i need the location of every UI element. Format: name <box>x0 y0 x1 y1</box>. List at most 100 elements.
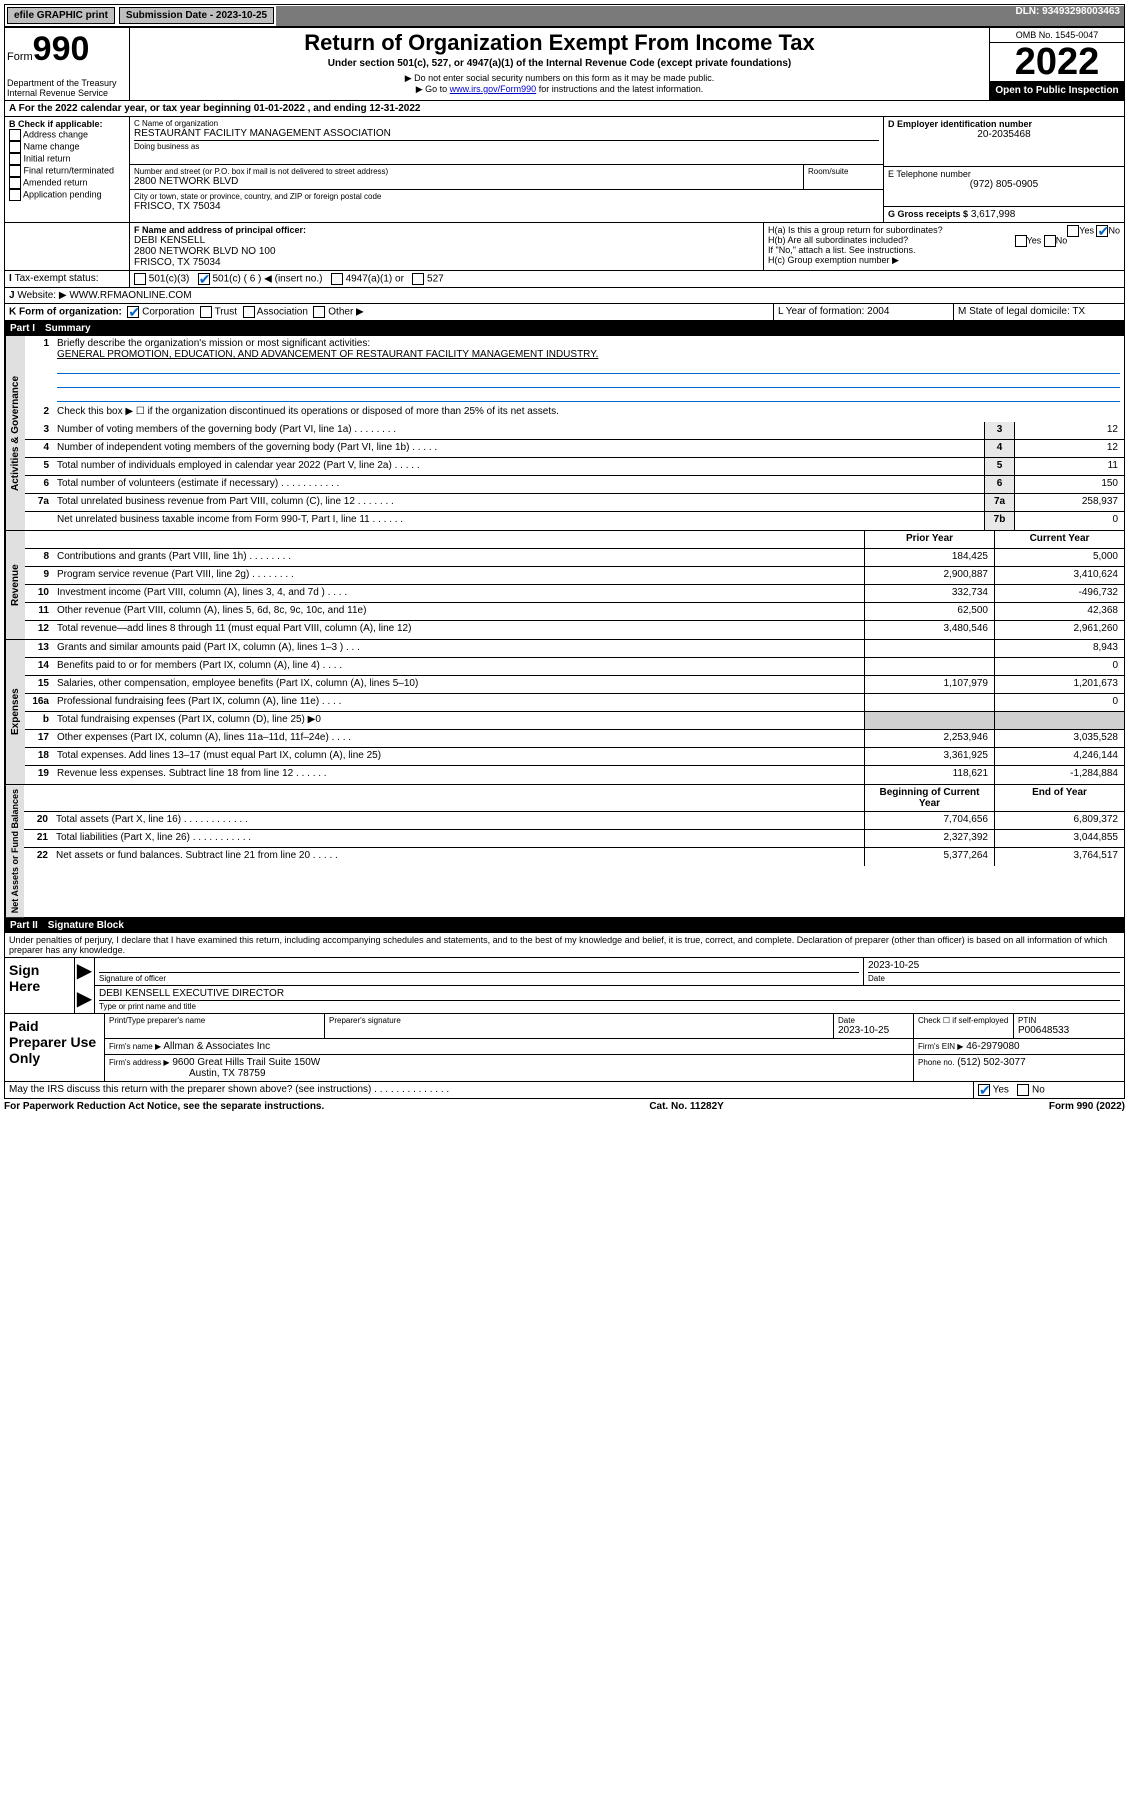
prep-sig-label: Preparer's signature <box>329 1016 829 1025</box>
gov-line: 3Number of voting members of the governi… <box>25 422 1124 440</box>
dept-label: Department of the Treasury <box>7 78 127 88</box>
line-m: M State of legal domicile: TX <box>954 304 1124 320</box>
subtitle-3: ▶ Go to www.irs.gov/Form990 for instruct… <box>138 84 981 95</box>
f-label: F Name and address of principal officer: <box>134 225 759 235</box>
ein: 20-2035468 <box>888 129 1120 140</box>
h-c: H(c) Group exemption number ▶ <box>768 255 1120 266</box>
firm-ein: 46-2979080 <box>966 1041 1019 1052</box>
c-label: C Name of organization <box>134 119 879 128</box>
gov-line: 5Total number of individuals employed in… <box>25 458 1124 476</box>
form-title: Return of Organization Exempt From Incom… <box>138 30 981 56</box>
form-number: Form990 <box>7 30 127 69</box>
sig-officer-label: Signature of officer <box>99 974 859 983</box>
ptin: P00648533 <box>1018 1025 1120 1036</box>
col-end: End of Year <box>994 785 1124 811</box>
tax-status: 501(c)(3) 501(c) ( 6 ) ◀ (insert no.) 49… <box>130 271 1124 287</box>
form-header: Form990 Department of the Treasury Inter… <box>4 27 1125 101</box>
officer-addr2: FRISCO, TX 75034 <box>134 257 759 268</box>
firm-name-label: Firm's name ▶ <box>109 1042 161 1051</box>
gov-line: 6Total number of volunteers (estimate if… <box>25 476 1124 494</box>
line-l: L Year of formation: 2004 <box>774 304 954 320</box>
addr-label: Number and street (or P.O. box if mail i… <box>134 167 799 176</box>
line-j: J Website: ▶ WWW.RFMAONLINE.COM <box>5 288 1124 303</box>
check-self: Check ☐ if self-employed <box>918 1016 1009 1025</box>
data-line: 19Revenue less expenses. Subtract line 1… <box>25 766 1124 784</box>
footer-right: Form 990 (2022) <box>1049 1101 1125 1112</box>
line-a: A For the 2022 calendar year, or tax yea… <box>5 101 1124 116</box>
prep-date-label: Date <box>838 1016 909 1025</box>
tax-year: 2022 <box>990 43 1124 81</box>
topbar-fill: DLN: 93493298003463 <box>276 6 1124 26</box>
firm-ein-label: Firm's EIN ▶ <box>918 1042 963 1051</box>
e-label: E Telephone number <box>888 169 1120 179</box>
q1-label: Briefly describe the organization's miss… <box>57 338 370 349</box>
data-line: bTotal fundraising expenses (Part IX, co… <box>25 712 1124 730</box>
d-label: D Employer identification number <box>888 119 1120 129</box>
open-inspection: Open to Public Inspection <box>990 81 1124 100</box>
dba-label: Doing business as <box>134 142 879 151</box>
ptin-label: PTIN <box>1018 1016 1120 1025</box>
gov-line: 4Number of independent voting members of… <box>25 440 1124 458</box>
part2-header: Part II Signature Block <box>4 918 1125 933</box>
q2-label: Check this box ▶ ☐ if the organization d… <box>53 404 1124 422</box>
exp-section-label: Expenses <box>5 640 25 784</box>
section-b: B Check if applicable: Address change Na… <box>5 117 130 222</box>
irs-label: Internal Revenue Service <box>7 88 127 98</box>
org-address: 2800 NETWORK BLVD <box>134 176 799 187</box>
i-label: I Tax-exempt status: <box>5 271 130 287</box>
net-section-label: Net Assets or Fund Balances <box>5 785 24 917</box>
data-line: 20Total assets (Part X, line 16) . . . .… <box>24 812 1124 830</box>
prep-date: 2023-10-25 <box>838 1025 909 1036</box>
officer-addr1: 2800 NETWORK BLVD NO 100 <box>134 246 759 257</box>
part1-header: Part I Summary <box>4 321 1125 336</box>
top-bar: efile GRAPHIC print Submission Date - 20… <box>4 4 1125 27</box>
city-label: City or town, state or province, country… <box>134 192 879 201</box>
sign-here-label: Sign Here <box>5 958 75 1013</box>
line-k: K Form of organization: Corporation Trus… <box>5 304 774 320</box>
data-line: 13Grants and similar amounts paid (Part … <box>25 640 1124 658</box>
data-line: 14Benefits paid to or for members (Part … <box>25 658 1124 676</box>
sig-date: 2023-10-25 <box>868 960 1120 971</box>
dln-label: DLN: 93493298003463 <box>1011 6 1124 17</box>
efile-button[interactable]: efile GRAPHIC print <box>7 7 115 24</box>
submission-date-button[interactable]: Submission Date - 2023-10-25 <box>119 7 274 24</box>
data-line: 15Salaries, other compensation, employee… <box>25 676 1124 694</box>
g-label: G Gross receipts $ <box>888 209 968 219</box>
firm-phone: (512) 502-3077 <box>957 1057 1025 1068</box>
type-name-label: Type or print name and title <box>99 1002 1120 1011</box>
col-prior: Prior Year <box>864 531 994 548</box>
data-line: 16aProfessional fundraising fees (Part I… <box>25 694 1124 712</box>
date-label: Date <box>868 974 1120 983</box>
paid-preparer-label: Paid Preparer Use Only <box>5 1014 105 1081</box>
footer-mid: Cat. No. 11282Y <box>649 1101 723 1112</box>
gross-receipts: 3,617,998 <box>971 209 1016 220</box>
officer-name: DEBI KENSELL <box>134 235 759 246</box>
may-irs: May the IRS discuss this return with the… <box>5 1082 974 1098</box>
room-label: Room/suite <box>808 167 879 176</box>
data-line: 17Other expenses (Part IX, column (A), l… <box>25 730 1124 748</box>
irs-link[interactable]: www.irs.gov/Form990 <box>450 84 537 94</box>
firm-phone-label: Phone no. <box>918 1058 954 1067</box>
data-line: 11Other revenue (Part VIII, column (A), … <box>25 603 1124 621</box>
mission: GENERAL PROMOTION, EDUCATION, AND ADVANC… <box>57 349 598 360</box>
org-city: FRISCO, TX 75034 <box>134 201 879 212</box>
data-line: 8Contributions and grants (Part VIII, li… <box>25 549 1124 567</box>
col-beginning: Beginning of Current Year <box>864 785 994 811</box>
prep-name-label: Print/Type preparer's name <box>109 1016 320 1025</box>
gov-line: 7aTotal unrelated business revenue from … <box>25 494 1124 512</box>
phone: (972) 805-0905 <box>888 179 1120 190</box>
rev-section-label: Revenue <box>5 531 25 639</box>
declaration: Under penalties of perjury, I declare th… <box>4 933 1125 958</box>
gov-section-label: Activities & Governance <box>5 336 25 530</box>
footer-left: For Paperwork Reduction Act Notice, see … <box>4 1101 324 1112</box>
org-name: RESTAURANT FACILITY MANAGEMENT ASSOCIATI… <box>134 128 879 139</box>
data-line: 21Total liabilities (Part X, line 26) . … <box>24 830 1124 848</box>
gov-line: Net unrelated business taxable income fr… <box>25 512 1124 530</box>
officer-nametitle: DEBI KENSELL EXECUTIVE DIRECTOR <box>99 988 1120 999</box>
firm-name: Allman & Associates Inc <box>163 1041 270 1052</box>
firm-addr2: Austin, TX 78759 <box>189 1068 266 1079</box>
data-line: 12Total revenue—add lines 8 through 11 (… <box>25 621 1124 639</box>
firm-addr1: 9600 Great Hills Trail Suite 150W <box>172 1057 320 1068</box>
subtitle-1: Under section 501(c), 527, or 4947(a)(1)… <box>138 58 981 69</box>
data-line: 10Investment income (Part VIII, column (… <box>25 585 1124 603</box>
